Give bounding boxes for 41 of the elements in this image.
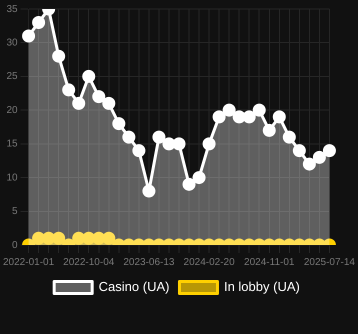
point bbox=[52, 50, 66, 63]
point bbox=[322, 144, 336, 158]
y-tick-label: 5 bbox=[12, 206, 18, 218]
point bbox=[102, 96, 116, 110]
point bbox=[242, 110, 256, 124]
y-tick-label: 35 bbox=[6, 4, 18, 15]
point bbox=[202, 137, 216, 150]
legend-label: In lobby (UA) bbox=[224, 279, 300, 294]
point bbox=[292, 144, 306, 158]
point bbox=[72, 96, 86, 110]
point bbox=[132, 144, 146, 158]
point bbox=[212, 110, 226, 124]
point bbox=[122, 130, 136, 144]
point bbox=[162, 137, 176, 150]
y-tick-label: 30 bbox=[6, 37, 18, 48]
point bbox=[92, 90, 106, 104]
x-tick-label: 2022-01-01 bbox=[3, 256, 55, 268]
point bbox=[232, 110, 246, 124]
x-tick-label: 2023-06-13 bbox=[123, 256, 175, 268]
point bbox=[112, 117, 126, 130]
point bbox=[262, 124, 276, 137]
y-tick-label: 15 bbox=[6, 138, 18, 150]
point bbox=[172, 137, 186, 150]
point bbox=[282, 130, 296, 144]
point bbox=[62, 83, 76, 96]
point bbox=[302, 158, 316, 171]
point bbox=[272, 110, 286, 124]
y-tick-label: 25 bbox=[6, 71, 18, 82]
y-tick-label: 0 bbox=[12, 240, 18, 251]
point bbox=[152, 130, 166, 144]
point bbox=[222, 104, 236, 117]
point bbox=[252, 104, 266, 117]
x-tick-label: 2024-02-20 bbox=[184, 256, 236, 268]
point bbox=[312, 150, 326, 164]
x-tick-label: 2024-11-01 bbox=[244, 256, 295, 268]
y-tick-label: 20 bbox=[6, 104, 18, 116]
x-tick-label: 2025-07-14 bbox=[304, 256, 356, 268]
x-tick-label: 2022-10-04 bbox=[63, 256, 115, 268]
y-tick-label: 10 bbox=[6, 172, 18, 184]
point bbox=[82, 70, 96, 83]
legend-label: Casino (UA) bbox=[98, 279, 170, 294]
